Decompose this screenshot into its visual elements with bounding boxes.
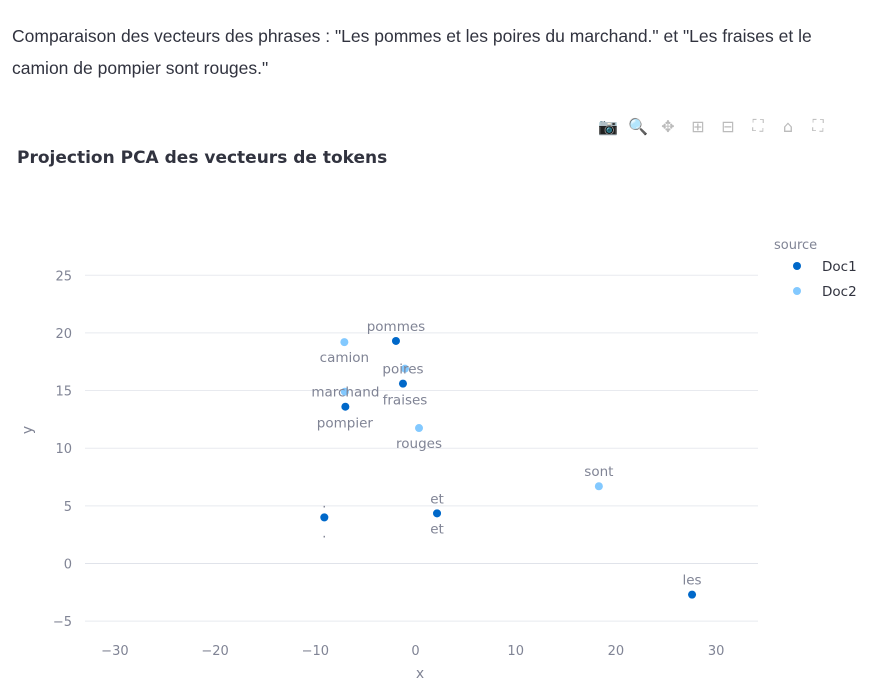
- point-label: et: [430, 491, 444, 507]
- point-label: marchand: [311, 385, 379, 401]
- point-label: pompier: [317, 416, 374, 432]
- point-label: les: [683, 573, 702, 589]
- data-point-doc1: [391, 336, 400, 345]
- x-axis-label: x: [416, 666, 424, 682]
- x-tick-label: −20: [201, 644, 228, 659]
- legend-item: Doc1: [822, 259, 857, 275]
- point-label: pommes: [367, 319, 425, 335]
- zoom-out-icon[interactable]: ⊟: [721, 116, 735, 136]
- point-label: poires: [382, 362, 423, 378]
- y-tick-label: 20: [55, 327, 72, 342]
- y-tick-label: 0: [64, 558, 72, 573]
- legend-item: Doc2: [822, 284, 857, 300]
- y-tick-label: −5: [53, 615, 72, 630]
- data-point-doc1: [341, 402, 350, 411]
- x-tick-label: −30: [101, 644, 128, 659]
- point-label: .: [322, 495, 326, 511]
- legend-title: source: [774, 238, 817, 253]
- data-point-doc2: [400, 364, 409, 373]
- data-point-doc2: [415, 424, 424, 433]
- y-tick-label: 5: [64, 500, 72, 515]
- x-tick-label: 20: [608, 644, 625, 659]
- x-tick-label: 0: [411, 644, 419, 659]
- y-tick-label: 25: [55, 269, 72, 284]
- point-label: sont: [584, 464, 613, 480]
- x-tick-label: 10: [507, 644, 524, 659]
- data-point-doc2: [594, 482, 603, 491]
- point-label: camion: [320, 350, 369, 366]
- point-label: rouges: [396, 436, 442, 452]
- legend-marker: [793, 262, 801, 270]
- data-point-doc1: [433, 509, 442, 518]
- legend-marker: [793, 287, 801, 295]
- point-label: .: [322, 525, 326, 541]
- fullscreen-icon[interactable]: ⛶: [812, 116, 824, 135]
- y-tick-label: 10: [55, 442, 72, 457]
- x-tick-label: 30: [708, 644, 725, 659]
- description-text: Comparaison des vecteurs des phrases : "…: [12, 26, 812, 78]
- camera-icon[interactable]: 📷: [598, 116, 618, 136]
- home-icon[interactable]: ⌂: [782, 116, 794, 136]
- x-tick-label: −10: [302, 644, 329, 659]
- point-label: et: [430, 521, 444, 537]
- point-label: fraises: [383, 393, 428, 409]
- data-point-doc2: [340, 387, 349, 396]
- data-point-doc1: [398, 379, 407, 388]
- pan-icon[interactable]: ✥: [661, 116, 675, 136]
- chart-toolbar: 📷 🔍 ✥ ⊞ ⊟ ⛶ ⌂ ⛶: [593, 116, 833, 136]
- y-tick-label: 15: [55, 385, 72, 400]
- data-point-doc1: [688, 590, 697, 599]
- y-axis-label: y: [20, 426, 36, 434]
- data-point-doc1: [320, 513, 329, 522]
- autoscale-icon[interactable]: ⛶: [752, 116, 764, 135]
- zoom-icon[interactable]: 🔍: [628, 116, 648, 136]
- data-point-doc2: [340, 338, 349, 347]
- chart-title: Projection PCA des vecteurs de tokens: [17, 148, 388, 168]
- zoom-in-icon[interactable]: ⊞: [691, 116, 705, 136]
